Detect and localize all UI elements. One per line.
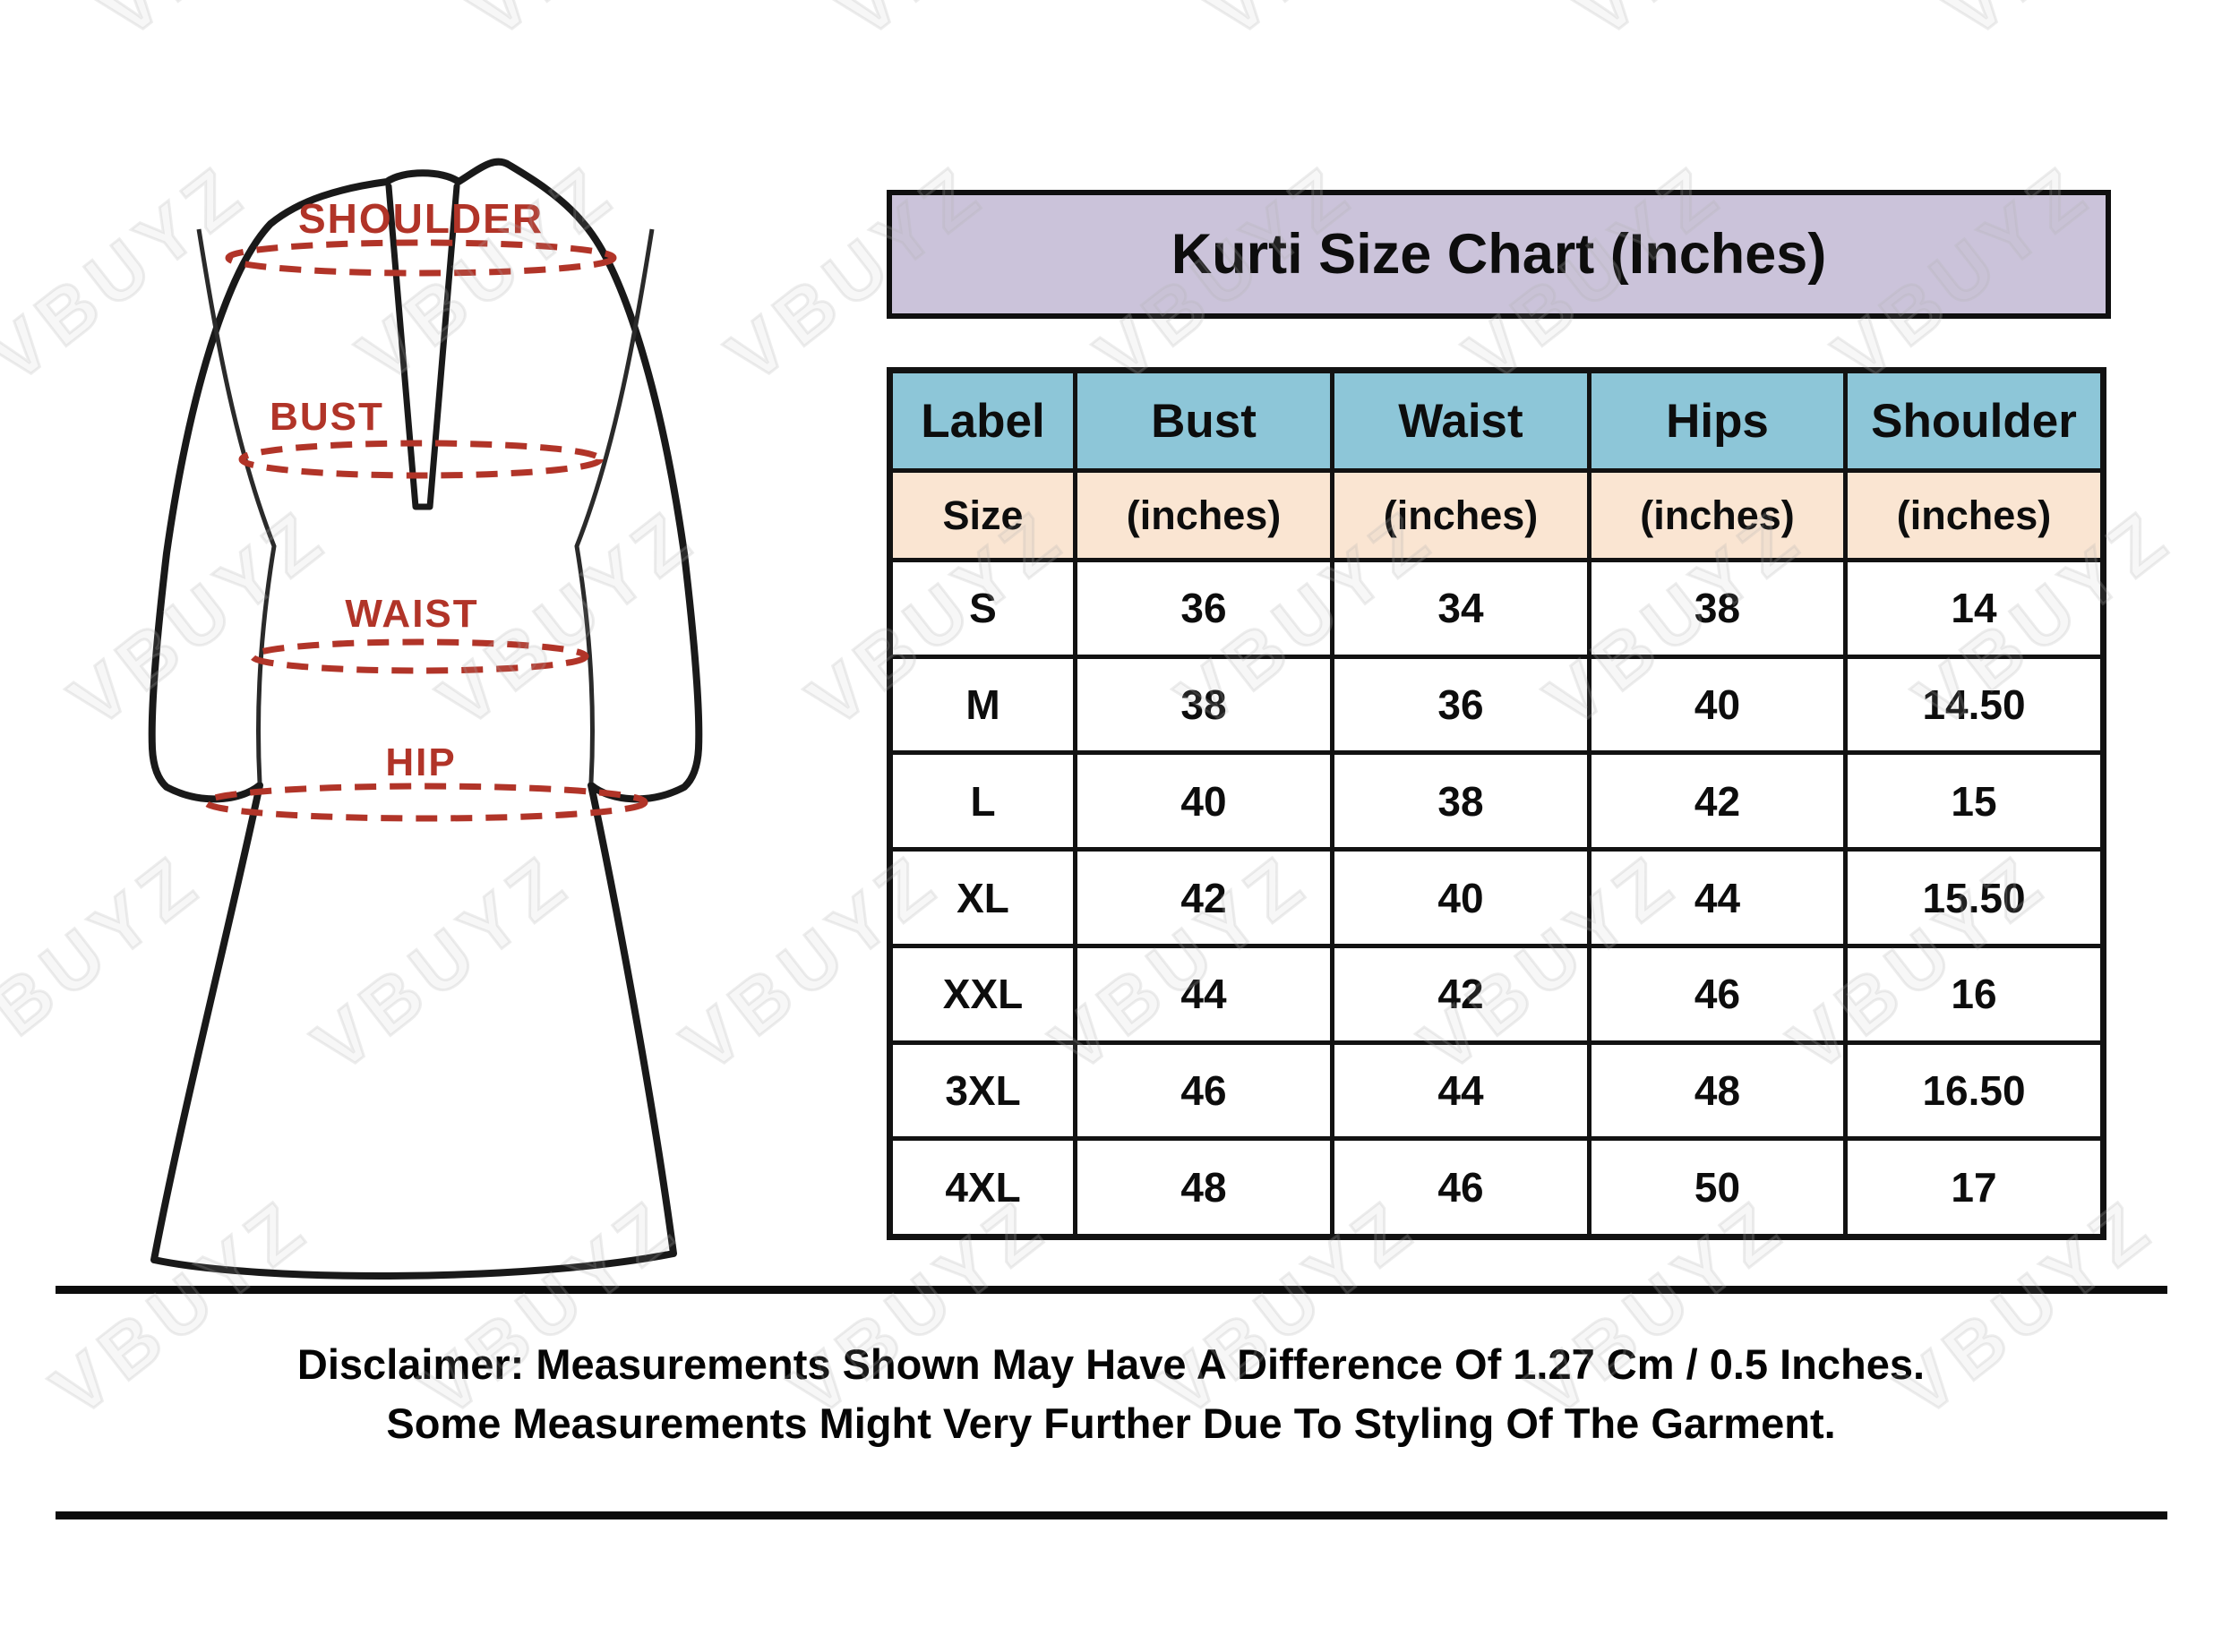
size-cell: 4XL [888,1136,1077,1239]
size-cell: M [888,654,1077,756]
subheader-cell: (inches) [1843,468,2106,562]
hips-cell: 50 [1587,1136,1848,1239]
subheader-cell: Size [888,468,1077,562]
shoulder-cell: 16.50 [1843,1040,2106,1142]
hips-cell: 44 [1587,847,1848,948]
size-cell: XXL [888,943,1077,1045]
disclaimer-line-2: Some Measurements Might Very Further Due… [386,1399,1836,1447]
subheader-cell: (inches) [1073,468,1334,562]
size-cell: XL [888,847,1077,948]
waist-cell: 38 [1330,750,1591,852]
kurti-neck-slit [385,183,460,510]
shoulder-cell: 15 [1843,750,2106,852]
size-cell: S [888,558,1077,659]
waist-label: WAIST [345,592,478,636]
disclaimer: Disclaimer: Measurements Shown May Have … [0,1335,2222,1453]
watermark-text: VBUYZ [84,0,375,55]
waist-cell: 46 [1330,1136,1591,1239]
shoulder-cell: 14 [1843,558,2106,659]
table-header-row: Label Bust Waist Hips Shoulder [888,368,2106,473]
waist-cell: 44 [1330,1040,1591,1142]
watermark-text: VBUYZ [453,0,744,55]
divider-line-top [56,1286,2167,1294]
header-cell-waist: Waist [1330,368,1591,473]
subheader-cell: (inches) [1587,468,1848,562]
shoulder-cell: 17 [1843,1136,2106,1239]
bust-cell: 42 [1073,847,1334,948]
header-cell-hips: Hips [1587,368,1848,473]
table-row-m: M 38 36 40 14.50 [888,654,2106,756]
table-row-s: S 36 34 38 14 [888,558,2106,659]
hips-cell: 42 [1587,750,1848,852]
disclaimer-line-1: Disclaimer: Measurements Shown May Have … [296,1340,1926,1388]
table-row-l: L 40 38 42 15 [888,750,2106,852]
kurti-right-seam [574,228,655,783]
shoulder-measure-line [225,239,617,277]
table-subheader-row: Size (inches) (inches) (inches) (inches) [888,468,2106,562]
kurti-diagram: SHOULDER BUST WAIST HIP [148,158,703,1280]
kurti-left-seam [196,228,277,783]
hips-cell: 46 [1587,943,1848,1045]
header-cell-bust: Bust [1073,368,1334,473]
bust-cell: 38 [1073,654,1334,756]
table-row-xl: XL 42 40 44 15.50 [888,847,2106,948]
hip-label: HIP [385,740,456,784]
shoulder-cell: 14.50 [1843,654,2106,756]
hips-cell: 40 [1587,654,1848,756]
bust-label: BUST [270,395,384,439]
waist-cell: 36 [1330,654,1591,756]
shoulder-cell: 16 [1843,943,2106,1045]
shoulder-label: SHOULDER [298,195,544,242]
kurti-outline [148,158,703,1280]
shoulder-cell: 15.50 [1843,847,2106,948]
watermark-text: VBUYZ [1560,0,1851,55]
hip-measure-line [202,783,648,822]
size-cell: L [888,750,1077,852]
watermark-text: VBUYZ [1191,0,1482,55]
bust-cell: 46 [1073,1040,1334,1142]
bust-cell: 36 [1073,558,1334,659]
size-cell: 3XL [888,1040,1077,1142]
waist-measure-line [249,638,589,674]
bust-cell: 48 [1073,1136,1334,1239]
divider-line-bottom [56,1511,2167,1519]
subheader-cell: (inches) [1330,468,1591,562]
watermark-text: VBUYZ [1929,0,2220,55]
hips-cell: 38 [1587,558,1848,659]
hips-cell: 48 [1587,1040,1848,1142]
waist-cell: 40 [1330,847,1591,948]
watermark-text: VBUYZ [822,0,1113,55]
waist-cell: 42 [1330,943,1591,1045]
table-row-4xl: 4XL 48 46 50 17 [888,1136,2106,1239]
page-title: Kurti Size Chart (Inches) [887,190,2111,319]
header-cell-shoulder: Shoulder [1843,368,2106,473]
table-row-xxl: XXL 44 42 46 16 [888,943,2106,1045]
table-row-3xl: 3XL 46 44 48 16.50 [888,1040,2106,1142]
waist-cell: 34 [1330,558,1591,659]
size-table: Label Bust Waist Hips Shoulder Size (inc… [887,367,2106,1240]
bust-cell: 44 [1073,943,1334,1045]
bust-cell: 40 [1073,750,1334,852]
bust-measure-line [238,440,604,479]
header-cell-label: Label [888,368,1077,473]
